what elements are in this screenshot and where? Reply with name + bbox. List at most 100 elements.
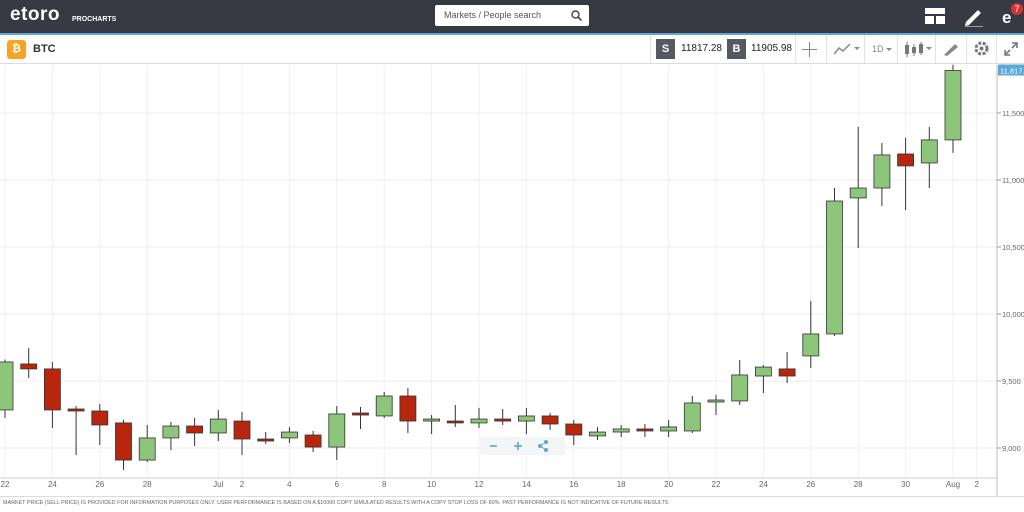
candle-body <box>162 425 180 439</box>
x-tick-label: 28 <box>143 480 152 489</box>
x-tick-label: 6 <box>335 480 340 489</box>
x-tick-label: 2 <box>240 480 245 489</box>
candle-body <box>0 361 14 411</box>
x-tick-label: 28 <box>854 480 863 489</box>
y-tick-label: 11,000 <box>1002 176 1024 185</box>
x-tick-label: 4 <box>287 480 292 489</box>
x-tick-label: Jul <box>213 480 223 489</box>
candle-body <box>683 402 701 432</box>
search-icon <box>571 10 582 21</box>
coin-icon: ₿ <box>7 40 26 59</box>
symbol: BTC <box>33 43 56 55</box>
edit-icon[interactable] <box>962 5 984 27</box>
x-tick-label: 12 <box>475 480 484 489</box>
y-tick-label: 11,500 <box>1002 109 1024 118</box>
x-tick-label: 18 <box>617 480 626 489</box>
y-tick-label: 10,000 <box>1002 310 1024 319</box>
search-box[interactable]: Markets / People search <box>435 5 589 26</box>
candle-body <box>280 431 298 439</box>
candle-body <box>802 333 820 357</box>
search-placeholder: Markets / People search <box>444 10 542 20</box>
candle-body <box>91 410 109 426</box>
separator <box>795 35 796 63</box>
y-tick-label: 9,000 <box>1002 444 1021 453</box>
y-tick-label: 9,500 <box>1002 377 1021 386</box>
separator <box>826 35 827 63</box>
candle-body <box>138 437 156 461</box>
settings-button[interactable] <box>974 41 989 56</box>
svg-text:e: e <box>1002 8 1011 26</box>
candle-body <box>612 428 630 433</box>
candle-body <box>660 426 677 432</box>
separator <box>966 35 967 63</box>
header: etoro PROCHARTS Markets / People search … <box>0 0 1024 35</box>
candle-body <box>731 374 749 402</box>
x-tick-label: 2 <box>974 480 979 489</box>
candle-body <box>565 423 583 436</box>
candle-body <box>541 415 559 425</box>
y-tick-label: 10,500 <box>1002 243 1024 252</box>
candle-body <box>67 408 85 412</box>
x-tick-label: 26 <box>95 480 104 489</box>
candle-body <box>920 139 938 164</box>
x-tick-label: Aug <box>946 480 960 489</box>
candle-body <box>873 154 891 189</box>
disclaimer: MARKET PRICE (SELL PRICE) IS PROVIDED FO… <box>3 500 669 506</box>
separator <box>864 35 865 63</box>
separator <box>897 35 898 63</box>
candle-body <box>20 363 38 370</box>
candle-body <box>897 153 914 167</box>
candle-body <box>636 428 654 432</box>
timeframe-button[interactable]: 1D <box>872 44 884 54</box>
separator <box>935 35 936 63</box>
candle-body <box>328 413 346 448</box>
candle-body <box>707 399 725 403</box>
price-tag: 11,817.2 <box>1000 66 1024 75</box>
candle-body <box>186 425 204 434</box>
zoom-icons <box>490 440 548 452</box>
x-tick-label: 22 <box>712 480 721 489</box>
candle-body <box>446 420 464 424</box>
zoom-controls <box>480 437 565 455</box>
candle-body <box>375 395 393 417</box>
x-tick-label: 20 <box>664 480 673 489</box>
notification-icon[interactable]: e <box>1001 8 1017 26</box>
candle-body <box>209 418 227 434</box>
candle-body <box>849 187 867 199</box>
x-tick-label: 8 <box>382 480 387 489</box>
crosshair-button[interactable] <box>801 41 818 58</box>
candle-body <box>826 200 843 335</box>
x-tick-label: 10 <box>427 480 436 489</box>
candle-body <box>423 418 441 422</box>
x-tick-label: 26 <box>806 480 815 489</box>
price-tag-bg <box>998 64 1024 76</box>
candle-body <box>257 438 275 442</box>
candle-style-button[interactable] <box>904 42 932 57</box>
candle-body <box>233 420 251 440</box>
candle-body <box>352 412 369 416</box>
candle-body <box>589 431 606 437</box>
separator <box>996 35 997 63</box>
candle-body <box>944 70 962 141</box>
footer: MARKET PRICE (SELL PRICE) IS PROVIDED FO… <box>0 496 1024 512</box>
chart-type-button[interactable] <box>834 43 860 55</box>
sell-button[interactable]: S <box>656 39 675 59</box>
candle-body <box>115 422 132 461</box>
x-tick-label: 14 <box>522 480 531 489</box>
x-tick-label: 30 <box>901 480 910 489</box>
candle-body <box>470 418 488 424</box>
candle-body <box>304 434 322 448</box>
chart: 22 24 26 28 Jul 2 4 6 8 10 12 14 16 18 20 22 24 26 28 30 Aug… <box>0 64 1024 496</box>
draw-button[interactable] <box>943 43 959 56</box>
logo[interactable]: etoro <box>10 4 60 25</box>
x-tick-label: 22 <box>1 480 10 489</box>
separator <box>650 35 651 63</box>
candle-body <box>755 366 772 377</box>
layout-icon[interactable] <box>925 8 945 24</box>
fullscreen-button[interactable] <box>1004 42 1018 56</box>
sell-price: 11817.28 <box>681 43 722 54</box>
x-tick-label: 24 <box>48 480 57 489</box>
buy-button[interactable]: B <box>727 39 746 59</box>
candle-body <box>44 368 61 411</box>
